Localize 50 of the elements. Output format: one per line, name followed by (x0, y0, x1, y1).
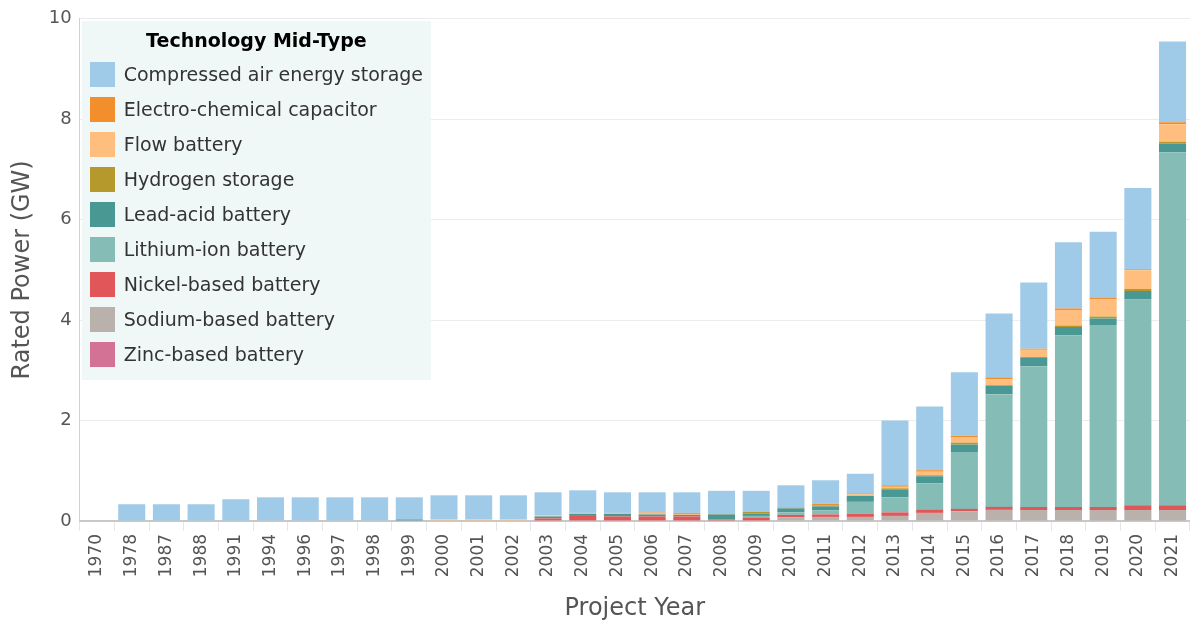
x-tick-label: 2006 (640, 533, 661, 578)
legend-label: Lead-acid battery (123, 203, 292, 226)
y-tick-label: 4 (60, 307, 72, 329)
y-tick-label: 8 (60, 106, 72, 128)
x-tick-label: 1994 (258, 533, 279, 578)
x-tick-label: 2007 (675, 533, 696, 578)
x-tick-label: 2010 (779, 533, 800, 578)
legend-label: Lithium-ion battery (123, 238, 307, 261)
legend-title: Technology Mid-Type (145, 28, 368, 51)
y-tick-label: 6 (60, 207, 72, 229)
x-tick-label: 2016 (987, 533, 1008, 578)
x-tick-label: 2021 (1160, 533, 1181, 578)
x-tick-label: 1987 (154, 533, 175, 578)
x-tick-label: 2014 (918, 533, 939, 578)
x-tick-label: 1996 (293, 533, 314, 578)
x-tick-label: 1998 (363, 533, 384, 578)
legend-label: Hydrogen storage (123, 168, 295, 191)
legend-label: Zinc-based battery (123, 343, 305, 366)
x-tick-label: 2019 (1091, 533, 1112, 578)
legend-label: Nickel-based battery (123, 273, 321, 296)
x-tick-label: 1997 (328, 533, 349, 578)
x-tick-label: 2000 (432, 533, 453, 578)
x-tick-label: 2008 (709, 533, 730, 578)
x-tick-label: 1978 (120, 533, 141, 578)
x-tick-label: 1999 (397, 533, 418, 578)
legend-label: Flow battery (123, 133, 243, 156)
y-axis-title: Rated Power (GW) (6, 160, 35, 380)
y-tick-label: 2 (60, 408, 72, 430)
legend-label: Compressed air energy storage (123, 63, 424, 86)
x-tick-label: 1991 (224, 533, 245, 578)
x-tick-label: 2017 (1022, 533, 1043, 578)
y-tick-label: 10 (48, 6, 72, 28)
y-tick-label: 0 (60, 508, 72, 530)
x-tick-label: 2015 (952, 533, 973, 578)
x-tick-label: 2013 (883, 533, 904, 578)
x-tick-label: 1970 (85, 533, 106, 578)
x-tick-label: 1988 (189, 533, 210, 578)
x-tick-label: 2002 (501, 533, 522, 578)
x-tick-label: 2009 (744, 533, 765, 578)
legend-label: Electro-chemical capacitor (123, 98, 377, 121)
x-tick-label: 2011 (814, 533, 835, 578)
x-tick-label: 2005 (605, 533, 626, 578)
x-tick-label: 2012 (848, 533, 869, 578)
x-tick-label: 2004 (571, 533, 592, 578)
x-tick-label: 2003 (536, 533, 557, 578)
x-axis-title: Project Year (564, 592, 706, 621)
x-tick-label: 2001 (467, 533, 488, 578)
legend-label: Sodium-based battery (123, 308, 335, 331)
x-tick-label: 2018 (1056, 533, 1077, 578)
x-tick-label: 2020 (1126, 533, 1147, 578)
